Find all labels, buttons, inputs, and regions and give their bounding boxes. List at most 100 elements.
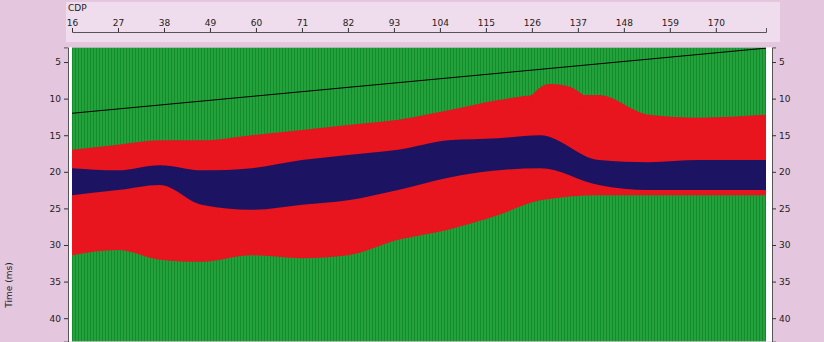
axis: 5 10 15 20 25 30 35 40 <box>772 48 791 342</box>
tick: 25 <box>50 204 68 214</box>
axis-title: Time (ms) <box>4 262 14 308</box>
tick: 35 <box>50 277 68 287</box>
tick-label: 30 <box>50 240 62 250</box>
tick-label: 148 <box>616 18 633 28</box>
tick-label: 49 <box>205 18 217 28</box>
tick: 104 <box>432 18 449 32</box>
tick-mark <box>440 28 441 32</box>
tick-mark <box>348 28 349 32</box>
tick-mark <box>64 282 68 283</box>
tick: 126 <box>524 18 541 32</box>
tick: 15 <box>50 131 68 141</box>
tick: 60 <box>251 18 263 32</box>
tick-label: 16 <box>67 18 79 28</box>
axis-title: CDP <box>68 3 87 13</box>
plot-area <box>72 47 766 341</box>
tick: 25 <box>772 204 790 214</box>
tick: 10 <box>772 94 791 104</box>
tick: 93 <box>389 18 400 32</box>
tick-label: 38 <box>159 18 171 28</box>
area <box>72 95 766 262</box>
tick-mark <box>772 318 776 319</box>
tick-label: 30 <box>779 240 791 250</box>
axis-line <box>73 28 767 33</box>
axis: 5 10 15 20 25 30 35 40 <box>50 48 69 342</box>
tick-mark <box>64 245 68 246</box>
frame <box>766 47 772 341</box>
axis-strip <box>66 2 780 42</box>
tick: 16 <box>67 18 79 32</box>
tick-mark <box>64 99 68 100</box>
area <box>72 135 766 210</box>
area <box>532 84 586 112</box>
tick-mark <box>72 28 73 32</box>
tick: 82 <box>343 18 354 32</box>
tick: 137 <box>570 18 587 32</box>
tick: 115 <box>478 18 495 32</box>
tick-mark <box>64 172 68 173</box>
tick-mark <box>64 62 68 63</box>
tick-label: 27 <box>113 18 124 28</box>
tick-mark <box>64 135 68 136</box>
tick-label: 93 <box>389 18 400 28</box>
tick-label: 40 <box>779 314 791 324</box>
tick-mark <box>118 28 119 32</box>
tick: 71 <box>297 18 308 32</box>
tick-mark <box>256 28 257 32</box>
tick-label: 25 <box>779 204 790 214</box>
tick: 30 <box>50 240 68 250</box>
tick-mark <box>716 28 717 32</box>
tick-mark <box>772 62 776 63</box>
tick: 5 <box>55 57 68 67</box>
tick-label: 10 <box>779 94 791 104</box>
axis: 16 27 38 49 60 71 82 93 104 115 126 137 148 159 170 <box>67 18 767 33</box>
tick: 27 <box>113 18 124 32</box>
tick-mark <box>670 28 671 32</box>
tick-mark <box>64 318 68 319</box>
tick: 170 <box>708 18 725 32</box>
tick: 35 <box>772 277 790 287</box>
tick-mark <box>302 28 303 32</box>
tick-mark <box>532 28 533 32</box>
tick-label: 5 <box>779 57 785 67</box>
tick: 10 <box>50 94 68 104</box>
tick: 159 <box>662 18 679 32</box>
tick-mark <box>772 245 776 246</box>
axis-line <box>64 48 69 342</box>
plot-background <box>72 47 766 341</box>
line <box>72 48 766 113</box>
tick-mark <box>772 282 776 283</box>
tick-label: 35 <box>50 277 61 287</box>
tick-label: 126 <box>524 18 541 28</box>
tick-mark <box>772 208 776 209</box>
tick-mark <box>64 208 68 209</box>
tick-mark <box>772 99 776 100</box>
tick: 40 <box>772 314 791 324</box>
tick-label: 104 <box>432 18 449 28</box>
chart: 16 27 38 49 60 71 82 93 104 115 126 137 148 159 170 5 10… <box>0 0 824 342</box>
tick-mark <box>164 28 165 32</box>
tick-label: 25 <box>50 204 61 214</box>
tick-label: 15 <box>779 131 790 141</box>
tick-label: 40 <box>50 314 62 324</box>
tick-mark <box>772 172 776 173</box>
tick: 20 <box>50 167 68 177</box>
tick-label: 170 <box>708 18 725 28</box>
tick-mark <box>394 28 395 32</box>
tick: 20 <box>772 167 791 177</box>
tick-label: 137 <box>570 18 587 28</box>
tick-label: 60 <box>251 18 263 28</box>
tick-mark <box>772 135 776 136</box>
tick-mark <box>624 28 625 32</box>
tick: 30 <box>772 240 791 250</box>
tick: 5 <box>772 57 785 67</box>
tick-label: 10 <box>50 94 62 104</box>
tick: 148 <box>616 18 633 32</box>
axis-line <box>773 48 777 342</box>
tick-label: 82 <box>343 18 354 28</box>
tick-label: 159 <box>662 18 679 28</box>
tick: 38 <box>159 18 171 32</box>
tick-mark <box>210 28 211 32</box>
tick-label: 5 <box>55 57 61 67</box>
tick-label: 35 <box>779 277 790 287</box>
